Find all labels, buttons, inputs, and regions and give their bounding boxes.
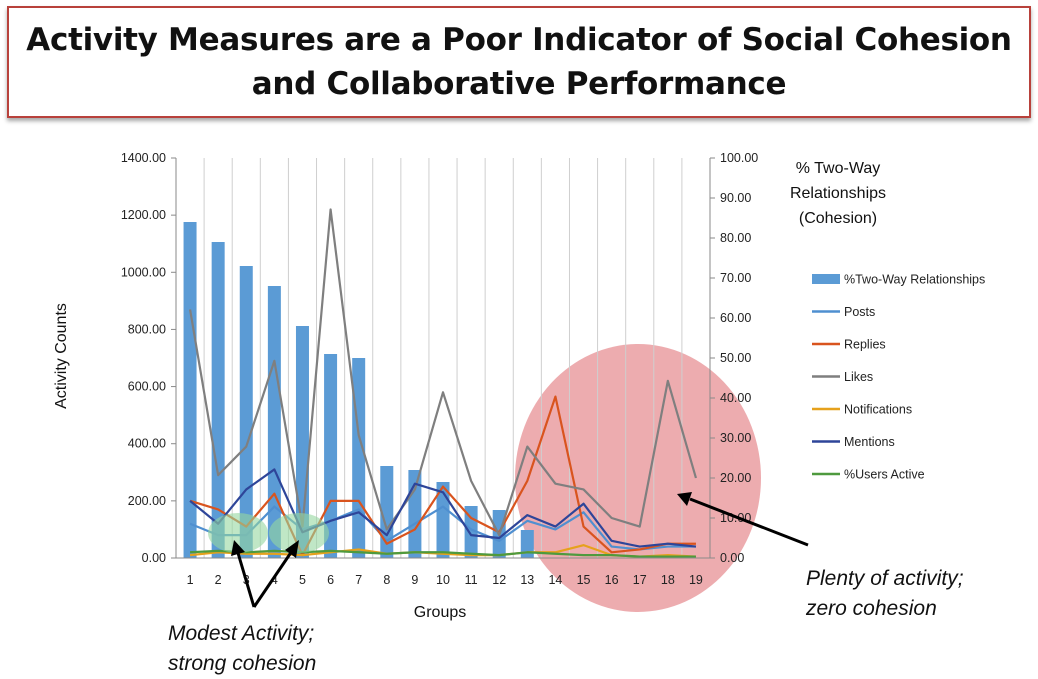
annotation-plenty-line-2: zero cohesion [805, 597, 937, 620]
x-tick-label: 7 [355, 573, 362, 587]
chart-title-line-1: Activity Measures are a Poor Indicator o… [26, 22, 1012, 58]
line-likes [188, 208, 698, 537]
x-tick-label: 1 [187, 573, 194, 587]
chart-title-line-2: and Collaborative Performance [251, 66, 787, 102]
y-tick-label-right: 60.00 [720, 311, 751, 325]
arrow-shaft-1 [236, 552, 256, 608]
y-tick-label-left: 600.00 [128, 380, 166, 394]
y-tick-label-left: 1200.00 [121, 208, 166, 222]
y-tick-label-right: 80.00 [720, 231, 751, 245]
red-highlight-circle [515, 344, 761, 612]
x-tick-label: 10 [436, 573, 450, 587]
legend-label: Mentions [844, 435, 895, 449]
highlight-layer [515, 344, 761, 612]
arrow-head-2 [285, 540, 299, 558]
y-tick-label-right: 90.00 [720, 191, 751, 205]
bar [408, 470, 422, 558]
line-mentions [189, 468, 697, 548]
arrow-head-3 [677, 492, 692, 506]
y-axis-title-right-line-1: % Two-Way [796, 160, 880, 177]
y-tick-label-right: 70.00 [720, 271, 751, 285]
x-tick-label: 11 [465, 573, 478, 587]
legend-label: Posts [844, 305, 875, 319]
annotation-modest-line-1: Modest Activity; [168, 622, 314, 645]
bar [352, 358, 366, 558]
y-tick-label-right: 0.00 [720, 551, 744, 565]
legend-swatch [812, 274, 840, 284]
bar-series [183, 222, 534, 558]
overlay-layer [208, 492, 809, 608]
x-tick-label: 18 [661, 573, 675, 587]
line-posts [189, 505, 696, 551]
y-tick-label-left: 1400.00 [121, 151, 166, 165]
y-tick-label-right: 20.00 [720, 471, 751, 485]
y-tick-label-left: 400.00 [128, 437, 166, 451]
green-highlight-ellipse-1 [208, 513, 268, 553]
bar [211, 242, 225, 558]
x-tick-label: 4 [271, 573, 278, 587]
y-tick-label-right: 30.00 [720, 431, 751, 445]
bar [520, 530, 534, 558]
x-tick-label: 2 [215, 573, 222, 587]
annotation-modest-line-2: strong cohesion [168, 652, 316, 675]
x-tick-label: 13 [520, 573, 534, 587]
legend-label: Replies [844, 338, 886, 352]
y-tick-label-left: 800.00 [128, 322, 166, 336]
axes: 0.00 200.00 400.00 600.00 800.00 1000.00 1200.… [121, 151, 758, 587]
x-tick-label: 19 [689, 573, 703, 587]
bar [267, 286, 281, 558]
line-users-active [189, 549, 696, 558]
y-tick-label-left: 1000.00 [121, 265, 166, 279]
y-axis-title-left: Activity Counts [53, 303, 70, 409]
x-tick-label: 14 [548, 573, 562, 587]
bar [380, 466, 394, 558]
y-tick-label-right: 50.00 [720, 351, 751, 365]
x-tick-label: 6 [327, 573, 334, 587]
legend-label: Notifications [844, 403, 912, 417]
arrow-head-1 [231, 540, 245, 556]
y-axis-title-right-line-3: (Cohesion) [799, 210, 877, 227]
bar [436, 482, 450, 558]
bar [183, 222, 197, 558]
title-box: Activity Measures are a Poor Indicator o… [7, 6, 1031, 118]
y-tick-label-right: 40.00 [720, 391, 751, 405]
y-axis-title-right-line-2: Relationships [790, 185, 886, 202]
x-tick-label: 15 [577, 573, 591, 587]
x-tick-label: 9 [411, 573, 418, 587]
x-tick-label: 5 [299, 573, 306, 587]
chart-text: Activity Counts Groups % Two-Way Relatio… [53, 160, 964, 675]
line-replies [189, 395, 696, 557]
legend-label: %Two-Way Relationships [844, 273, 985, 287]
annotation-plenty-line-1: Plenty of activity; [806, 567, 964, 590]
legend: %Two-Way Relationships Posts Replies Likes N… [812, 273, 985, 482]
legend-label: Likes [844, 370, 873, 384]
x-tick-label: 8 [383, 573, 390, 587]
x-tick-label: 12 [492, 573, 506, 587]
legend-label: %Users Active [844, 468, 925, 482]
y-tick-label-left: 200.00 [128, 494, 166, 508]
arrow-shaft-3 [689, 497, 809, 547]
x-tick-label: 17 [633, 573, 647, 587]
y-tick-label-right: 100.00 [720, 151, 758, 165]
line-series [188, 208, 698, 558]
x-tick-label: 16 [605, 573, 619, 587]
arrow-shaft-2 [252, 550, 294, 608]
bar [239, 266, 253, 558]
y-tick-label-left: 0.00 [142, 551, 166, 565]
green-highlight-ellipse-2 [269, 513, 329, 553]
x-axis-title: Groups [414, 604, 466, 621]
